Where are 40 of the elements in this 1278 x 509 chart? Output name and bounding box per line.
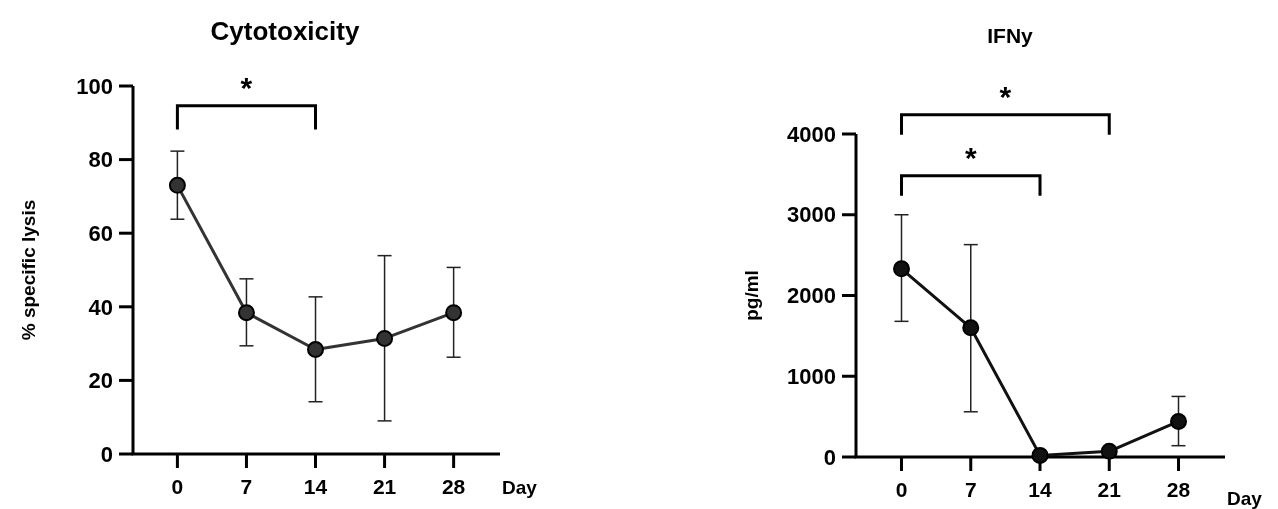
y-tick-label: 0 (100, 441, 113, 467)
y-tick-label: 80 (88, 147, 113, 173)
x-tick-label: 0 (895, 478, 908, 501)
x-tick-label: 28 (441, 475, 466, 498)
y-tick-label: 3000 (787, 202, 836, 228)
annotation: * (964, 140, 977, 174)
x-tick-label: 14 (1028, 478, 1052, 501)
x-tick-label: 21 (1097, 478, 1122, 501)
point (237, 304, 255, 322)
chart-title: Cytotoxicity (210, 16, 360, 46)
y-tick-label: 1000 (787, 363, 836, 389)
annotation: * (240, 70, 253, 104)
x-tick-label: 14 (303, 475, 328, 498)
x-tick-label: 21 (372, 475, 397, 498)
point (445, 304, 463, 322)
point (962, 319, 980, 337)
x-tick-label: 0 (171, 475, 184, 498)
point (1031, 446, 1049, 464)
point (893, 260, 911, 278)
y-tick-label: 4000 (787, 121, 836, 147)
y-tick-label: 20 (88, 368, 113, 394)
x-tick-label: 7 (964, 478, 977, 501)
point (1170, 412, 1187, 430)
text: * (999, 79, 1012, 113)
x-axis-title: Day (1227, 488, 1263, 509)
x-tick-label: 28 (1166, 478, 1191, 501)
point (1100, 442, 1118, 460)
point (307, 340, 325, 358)
point (168, 176, 186, 194)
y-axis-title: pg/ml (741, 270, 762, 321)
point (376, 329, 394, 347)
x-tick-label: 7 (240, 475, 253, 498)
x-axis-title: Day (502, 477, 538, 498)
y-tick-label: 60 (88, 220, 113, 246)
y-tick-label: 40 (88, 294, 113, 320)
y-tick-label: 100 (76, 73, 113, 99)
chart-title: IFNy (987, 24, 1034, 47)
y-tick-label: 2000 (787, 283, 836, 309)
y-axis-title: % specific lysis (18, 199, 39, 341)
y-tick-label: 0 (823, 444, 836, 470)
